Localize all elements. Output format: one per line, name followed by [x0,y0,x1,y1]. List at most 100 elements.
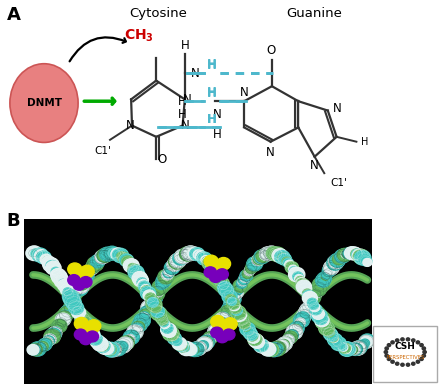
Circle shape [108,249,119,258]
Text: H: H [207,59,217,72]
Circle shape [128,264,137,271]
Circle shape [80,334,92,345]
Circle shape [77,274,92,286]
Circle shape [195,251,204,259]
Circle shape [218,312,229,322]
Circle shape [260,247,276,261]
Circle shape [42,256,55,268]
Circle shape [278,253,289,263]
Circle shape [133,273,148,287]
Circle shape [222,290,237,303]
Circle shape [162,326,179,341]
Circle shape [283,338,291,345]
Circle shape [315,316,330,329]
Circle shape [277,337,292,350]
Circle shape [73,279,85,290]
Circle shape [81,321,93,333]
Text: H: H [207,112,217,126]
Circle shape [63,291,80,306]
Circle shape [69,301,84,314]
Circle shape [197,252,212,265]
Circle shape [69,300,81,311]
Circle shape [27,345,39,355]
Circle shape [273,340,289,354]
Circle shape [37,252,48,261]
Text: N: N [191,67,199,80]
Circle shape [248,333,262,345]
Circle shape [240,270,253,281]
Circle shape [52,319,67,333]
Circle shape [213,273,227,286]
Circle shape [182,246,198,261]
Circle shape [64,301,77,312]
Circle shape [235,312,246,322]
Circle shape [343,345,353,354]
Circle shape [74,317,88,330]
Circle shape [55,319,66,328]
Circle shape [132,321,145,332]
Circle shape [360,256,370,265]
Circle shape [110,342,126,356]
Circle shape [391,341,394,344]
Circle shape [101,343,114,354]
Circle shape [247,332,260,343]
Text: A: A [7,5,21,24]
Circle shape [51,268,66,282]
Circle shape [64,305,73,313]
Circle shape [188,247,202,259]
Circle shape [223,329,235,340]
Circle shape [272,249,288,263]
Circle shape [29,343,42,356]
Text: N: N [266,146,275,159]
Circle shape [72,292,80,299]
Circle shape [120,341,128,349]
Circle shape [161,323,173,333]
Circle shape [54,275,69,288]
Circle shape [88,333,102,345]
Circle shape [174,255,184,264]
Circle shape [139,281,150,292]
Circle shape [183,246,199,260]
Circle shape [80,320,91,330]
Circle shape [296,279,310,291]
Circle shape [151,286,164,297]
Circle shape [223,318,237,330]
Circle shape [59,307,74,320]
Circle shape [238,317,247,325]
Circle shape [239,321,251,330]
Circle shape [85,268,94,276]
Circle shape [294,320,304,329]
Text: H: H [361,137,368,147]
Circle shape [238,278,247,286]
Circle shape [63,288,72,296]
Circle shape [209,262,223,275]
Circle shape [341,250,350,258]
Circle shape [416,360,420,363]
Circle shape [95,252,108,264]
Circle shape [308,298,317,307]
Circle shape [327,256,343,270]
Circle shape [242,324,250,331]
Circle shape [65,294,81,308]
Text: N: N [180,119,189,132]
Circle shape [315,283,324,291]
Circle shape [86,331,99,342]
Circle shape [34,342,47,353]
Circle shape [41,337,53,347]
Circle shape [289,267,305,282]
Circle shape [201,256,210,264]
Circle shape [332,254,345,265]
Circle shape [92,259,101,266]
Circle shape [73,289,81,296]
Circle shape [80,270,94,282]
Circle shape [124,336,134,345]
Circle shape [269,247,286,262]
Circle shape [230,290,241,300]
Circle shape [215,322,229,335]
Circle shape [183,344,197,356]
Circle shape [290,267,301,278]
Circle shape [185,344,198,356]
Circle shape [112,345,121,353]
Circle shape [44,329,60,344]
Circle shape [57,318,66,326]
